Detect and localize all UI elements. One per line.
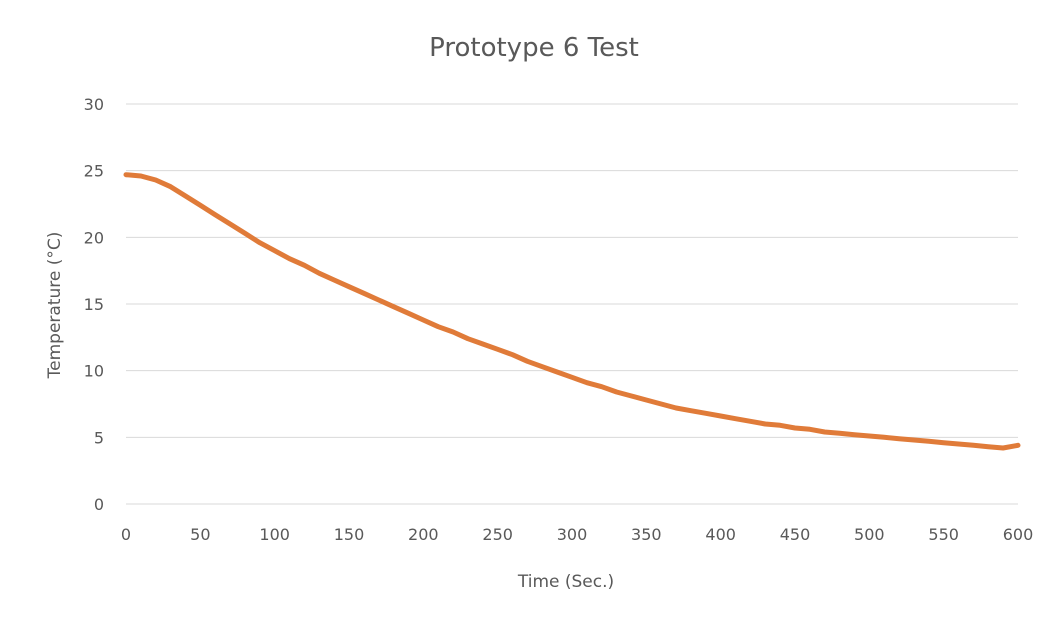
x-axis-ticks: 0 50 100 150 200 250 300 350 400 450 500 550 600: [121, 525, 1033, 544]
gridlines: [126, 103, 1018, 505]
x-tick-label: 300: [557, 525, 588, 544]
x-tick-label: 450: [780, 525, 811, 544]
x-tick-label: 550: [928, 525, 959, 544]
y-tick-label: 20: [84, 228, 104, 247]
y-axis-title: Temperature (°C): [45, 232, 65, 380]
y-tick-label: 15: [84, 295, 104, 314]
x-tick-label: 150: [334, 525, 365, 544]
x-axis-title: Time (Sec.): [517, 572, 614, 592]
x-tick-label: 250: [482, 525, 513, 544]
x-tick-label: 50: [190, 525, 210, 544]
y-tick-label: 5: [94, 428, 104, 447]
x-tick-label: 600: [1003, 525, 1034, 544]
y-axis-ticks: 0 5 10 15 20 25 30: [84, 95, 104, 514]
x-tick-label: 400: [705, 525, 736, 544]
y-tick-label: 0: [94, 495, 104, 514]
x-tick-label: 200: [408, 525, 439, 544]
x-tick-label: 100: [259, 525, 290, 544]
series-line-0: [123, 172, 1021, 451]
y-tick-label: 10: [84, 362, 104, 381]
x-tick-label: 350: [631, 525, 662, 544]
y-tick-label: 30: [84, 95, 104, 114]
series-layer: [123, 172, 1021, 451]
x-tick-label: 0: [121, 525, 131, 544]
y-tick-label: 25: [84, 162, 104, 181]
x-tick-label: 500: [854, 525, 885, 544]
chart-title: Prototype 6 Test: [429, 33, 639, 63]
